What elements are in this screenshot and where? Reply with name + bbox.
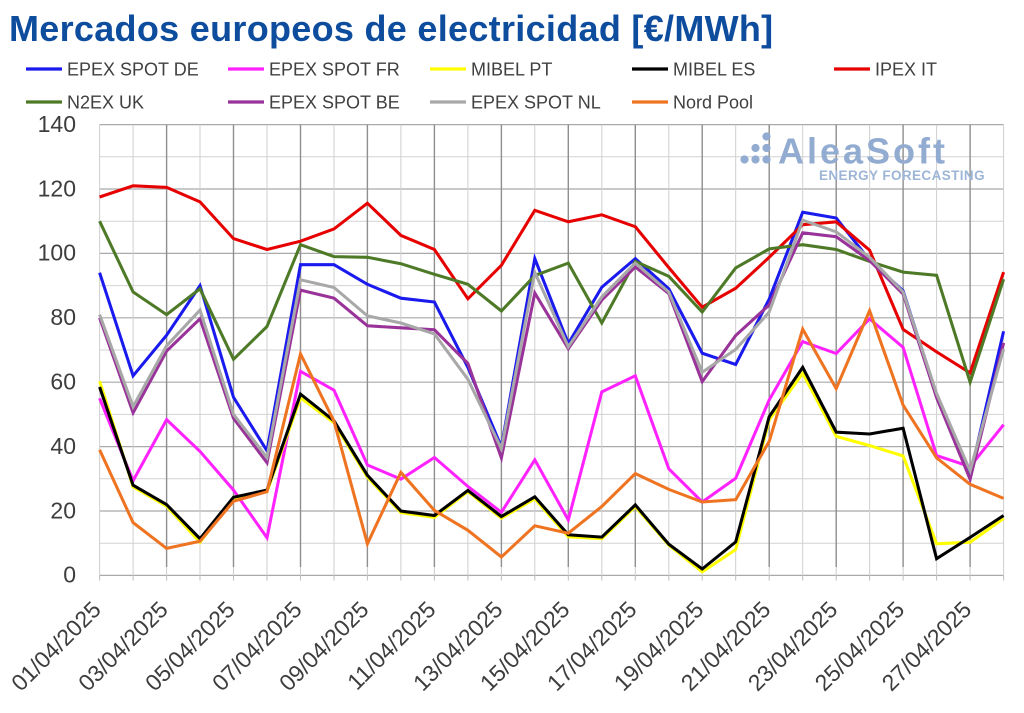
svg-text:40: 40	[50, 433, 76, 459]
svg-text:80: 80	[50, 304, 76, 330]
svg-text:EPEX SPOT FR: EPEX SPOT FR	[269, 60, 400, 80]
svg-text:60: 60	[50, 369, 76, 395]
svg-text:20: 20	[50, 497, 76, 523]
svg-text:100: 100	[38, 240, 76, 266]
svg-text:EPEX SPOT NL: EPEX SPOT NL	[471, 93, 601, 113]
svg-text:AleaSoft: AleaSoft	[778, 131, 948, 172]
svg-text:N2EX UK: N2EX UK	[67, 93, 144, 113]
svg-text:EPEX SPOT DE: EPEX SPOT DE	[67, 60, 199, 80]
svg-text:EPEX SPOT BE: EPEX SPOT BE	[269, 93, 400, 113]
svg-text:ENERGY FORECASTING: ENERGY FORECASTING	[819, 168, 985, 183]
svg-text:MIBEL ES: MIBEL ES	[673, 60, 755, 80]
svg-text:120: 120	[38, 175, 76, 201]
svg-text:Nord Pool: Nord Pool	[673, 93, 753, 113]
svg-text:140: 140	[38, 111, 76, 137]
svg-text:MIBEL PT: MIBEL PT	[471, 60, 552, 80]
svg-text:0: 0	[63, 562, 76, 588]
svg-text:IPEX IT: IPEX IT	[875, 60, 937, 80]
svg-text:Mercados europeos de electrici: Mercados europeos de electricidad [€/MWh…	[9, 8, 773, 49]
